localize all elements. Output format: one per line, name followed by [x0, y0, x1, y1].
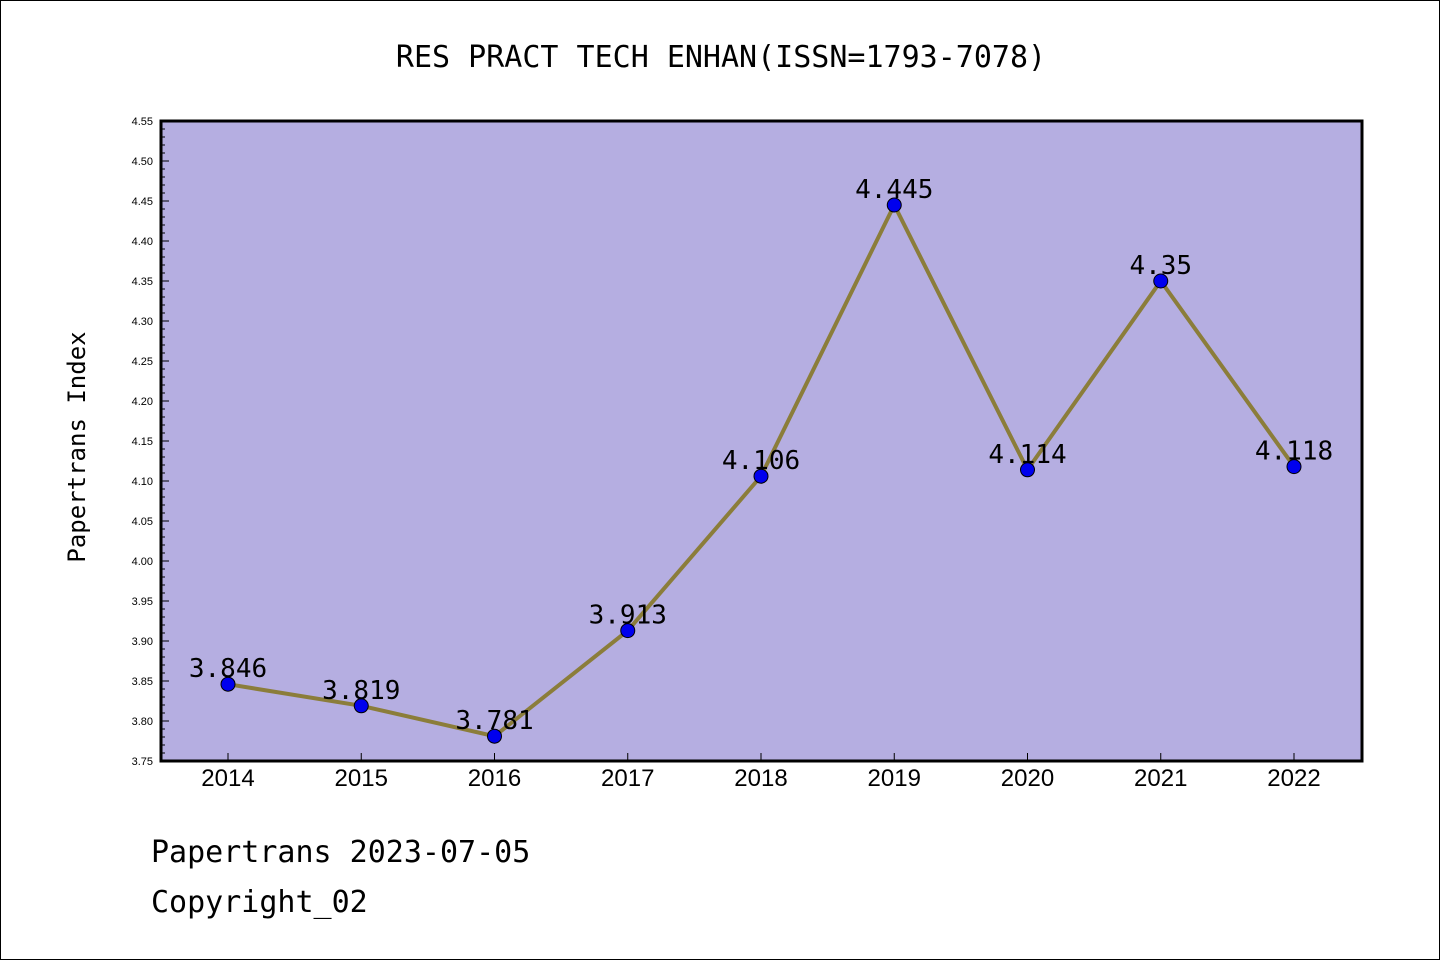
y-tick-label: 4.40	[132, 236, 153, 248]
chart-title: RES PRACT TECH ENHAN(ISSN=1793-7078)	[396, 40, 1046, 75]
y-tick-label: 4.20	[132, 396, 153, 408]
x-tick-label: 2015	[335, 765, 388, 792]
y-tick-label: 3.75	[132, 756, 153, 768]
data-point	[886, 197, 902, 213]
y-tick-label: 4.45	[132, 196, 153, 208]
data-point	[753, 468, 769, 484]
x-tick-label: 2022	[1267, 765, 1320, 792]
data-label: 4.114	[988, 440, 1066, 470]
x-tick-label: 2019	[868, 765, 921, 792]
y-tick-label: 3.95	[132, 596, 153, 608]
data-point	[1020, 462, 1035, 478]
data-point	[220, 676, 236, 692]
y-tick-label: 4.25	[132, 356, 153, 368]
data-label: 4.35	[1129, 251, 1192, 281]
y-tick-label: 4.10	[132, 476, 153, 488]
x-tick-label: 2021	[1134, 765, 1187, 792]
y-tick-label: 4.00	[132, 556, 153, 568]
y-tick-label: 4.05	[132, 516, 153, 528]
data-label: 3.781	[455, 706, 533, 736]
plot-frame	[159, 119, 1364, 763]
x-tick-label: 2020	[1001, 765, 1054, 792]
plot-area	[161, 121, 1362, 761]
y-tick-label: 4.50	[132, 156, 153, 168]
axis-ticks: 3.75 3.80 3.85 3.90 3.95 4.00 4.05 4.10 4.15 4.20…	[132, 116, 1321, 792]
data-point	[487, 728, 502, 744]
data-point	[1286, 459, 1302, 475]
data-point	[353, 698, 369, 714]
markers-group	[220, 197, 1302, 744]
data-label: 4.118	[1255, 437, 1333, 467]
x-tick-label: 2018	[734, 765, 787, 792]
y-tick-label: 4.55	[132, 116, 153, 128]
footer-copyright: Copyright_02	[151, 885, 368, 920]
y-tick-label: 4.15	[132, 436, 153, 448]
data-point	[620, 623, 636, 639]
data-label: 3.846	[189, 654, 267, 684]
y-axis-label: Papertrans Index	[63, 331, 91, 562]
y-tick-label: 3.90	[132, 636, 153, 648]
data-label: 4.445	[855, 175, 933, 205]
x-tick-label: 2014	[201, 765, 254, 792]
x-tick-label: 2016	[468, 765, 521, 792]
y-tick-label: 4.35	[132, 276, 153, 288]
data-label: 4.106	[722, 446, 800, 476]
y-tick-label: 3.80	[132, 716, 153, 728]
data-label: 3.913	[589, 601, 667, 631]
y-tick-label: 3.85	[132, 676, 153, 688]
data-labels-group: 3.846 3.819 3.781 3.913 4.106 4.445 4.114 4.35 4…	[189, 175, 1333, 736]
footer-date: Papertrans 2023-07-05	[151, 835, 531, 870]
y-tick-label: 4.30	[132, 316, 153, 328]
data-point	[1153, 273, 1169, 289]
data-label: 3.819	[322, 676, 400, 706]
x-tick-label: 2017	[601, 765, 654, 792]
